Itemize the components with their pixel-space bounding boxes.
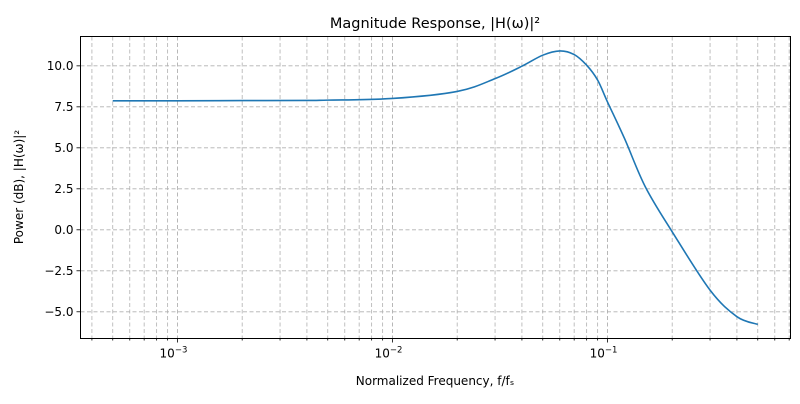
x-tick-label: 10−3 xyxy=(160,346,188,361)
y-tick-label: 5.0 xyxy=(54,141,73,155)
y-tick-label: 10.0 xyxy=(47,59,74,73)
x-tick-label: 10−1 xyxy=(590,346,618,361)
y-axis-label: Power (dB), |H(ω)|² xyxy=(12,130,26,244)
x-tick-label-base: 10 xyxy=(590,347,605,361)
grid xyxy=(80,36,791,339)
x-tick-label-exponent: −2 xyxy=(390,346,403,356)
x-tick-label-exponent: −1 xyxy=(605,346,618,356)
magnitude-response-line xyxy=(112,50,759,326)
x-tick-label: 10−2 xyxy=(375,346,403,361)
y-tick-label: 7.5 xyxy=(54,100,73,114)
x-tick-label-exponent: −3 xyxy=(175,346,188,356)
y-tick-label: −2.5 xyxy=(44,264,73,278)
x-tick-label-base: 10 xyxy=(375,347,390,361)
y-tick-label: 0.0 xyxy=(54,223,73,237)
chart-title: Magnitude Response, |H(ω)|² xyxy=(330,16,540,32)
x-axis-label: Normalized Frequency, f/fₛ xyxy=(356,374,514,388)
series-layer xyxy=(112,50,759,326)
y-tick-label: 2.5 xyxy=(54,182,73,196)
axes-frame xyxy=(80,36,791,339)
ticks: 10.07.55.02.50.0−2.5−5.010−3 10−2 10−1 xyxy=(44,59,790,361)
x-tick-label-base: 10 xyxy=(160,347,175,361)
y-tick-label: −5.0 xyxy=(44,305,73,319)
